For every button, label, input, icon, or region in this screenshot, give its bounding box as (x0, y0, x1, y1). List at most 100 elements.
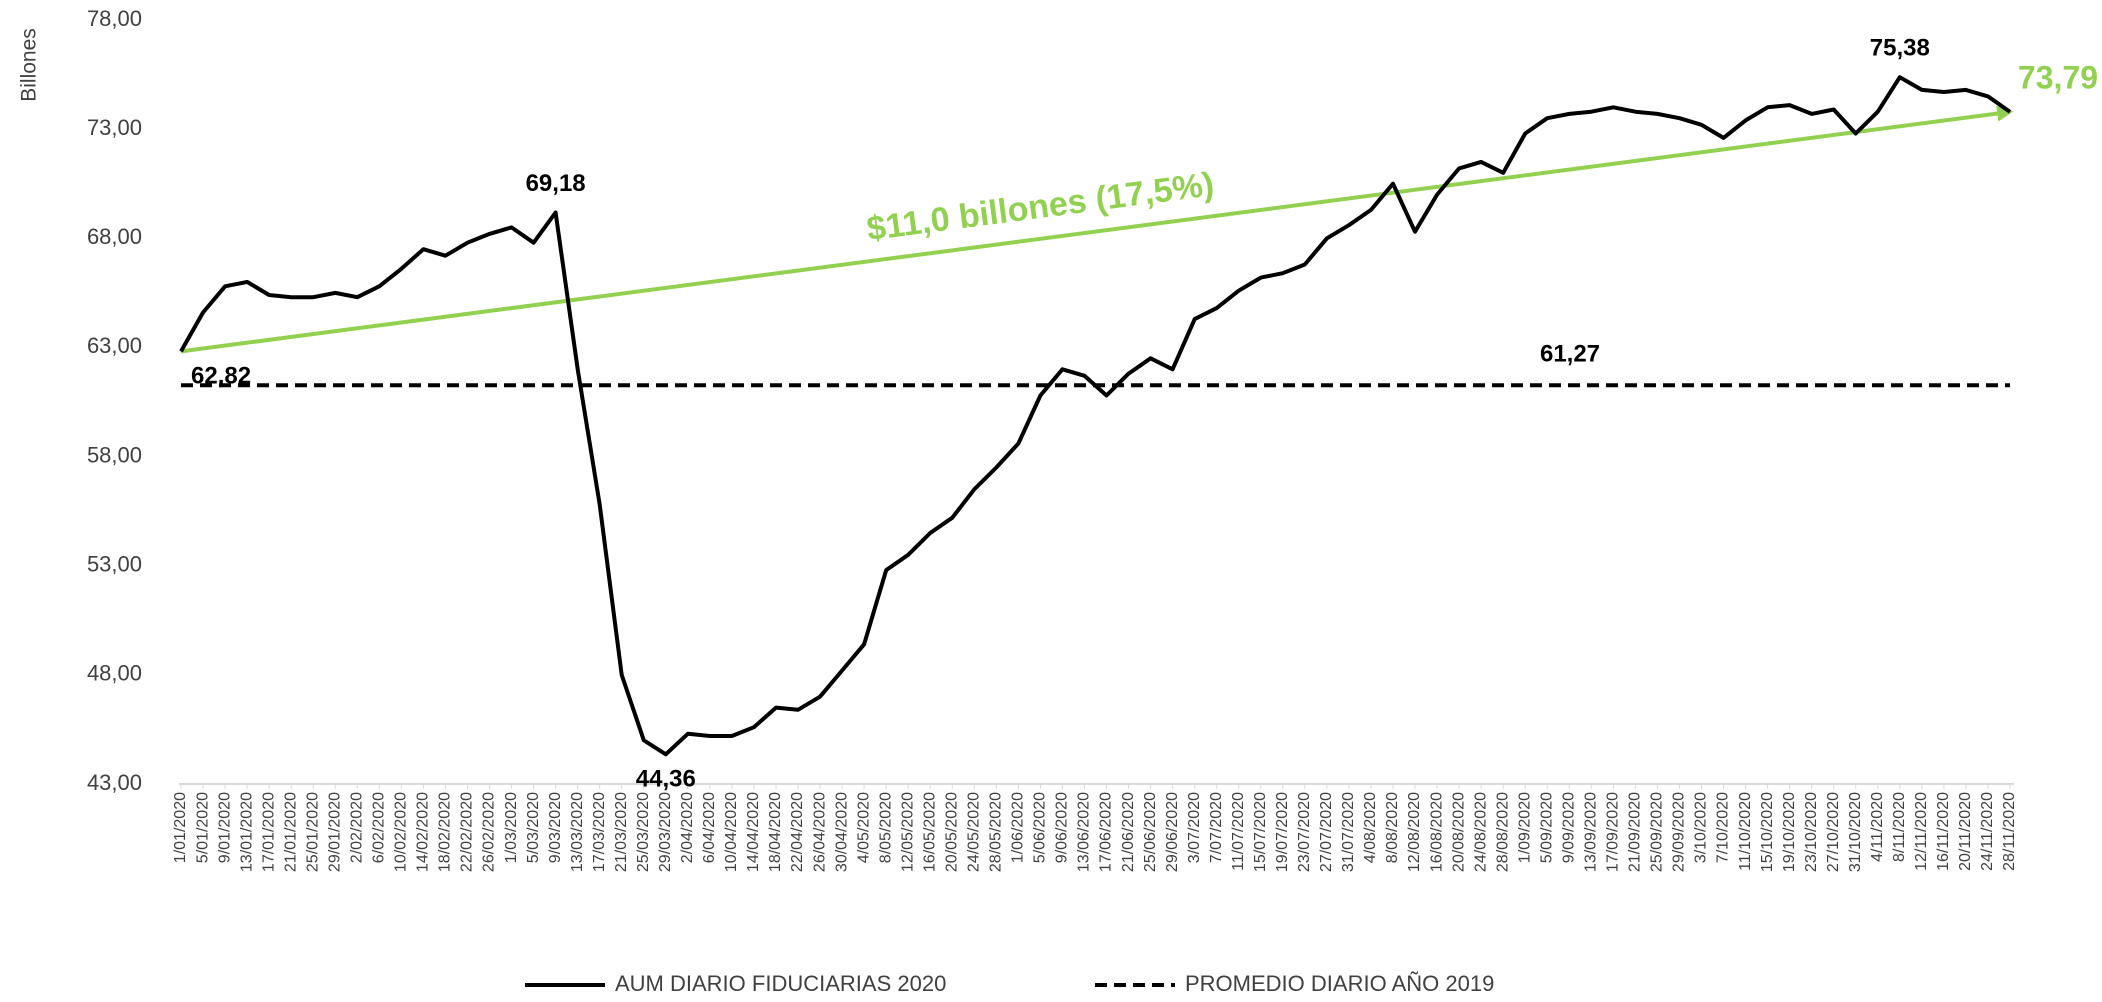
y-tick-label: 53,00 (87, 552, 142, 577)
x-tick-label: 6/04/2020 (701, 792, 718, 863)
y-tick-label: 48,00 (87, 661, 142, 686)
x-tick-label: 11/07/2020 (1230, 792, 1247, 871)
y-tick-label: 43,00 (87, 770, 142, 795)
series-line (179, 75, 2012, 757)
x-tick-label: 31/10/2020 (1847, 792, 1864, 872)
x-tick-label: 19/07/2020 (1274, 792, 1291, 872)
y-tick-label: 73,00 (87, 115, 142, 140)
x-tick-label: 27/10/2020 (1825, 792, 1842, 872)
x-tick-label: 13/06/2020 (1076, 792, 1093, 872)
x-tick-label: 15/07/2020 (1252, 792, 1269, 872)
x-tick-label: 12/08/2020 (1406, 792, 1423, 872)
legend-label: AUM DIARIO FIDUCIARIAS 2020 (615, 971, 946, 996)
trend-end-label: 73,79 (2018, 59, 2098, 95)
x-tick-label: 16/05/2020 (921, 792, 938, 872)
x-tick-label: 16/08/2020 (1428, 792, 1445, 872)
x-tick-label: 4/08/2020 (1362, 792, 1379, 863)
x-tick-label: 13/03/2020 (569, 792, 586, 872)
x-tick-label: 29/01/2020 (326, 792, 343, 872)
y-tick-label: 68,00 (87, 224, 142, 249)
x-tick-label: 14/04/2020 (745, 792, 762, 872)
x-tick-label: 2/02/2020 (349, 792, 366, 863)
x-tick-label: 28/11/2020 (2001, 792, 2018, 871)
x-tick-label: 17/01/2020 (260, 792, 277, 872)
x-tick-label: 20/11/2020 (1957, 792, 1974, 871)
x-tick-label: 19/10/2020 (1781, 792, 1798, 872)
x-tick-label: 28/05/2020 (988, 792, 1005, 872)
x-tick-label: 24/08/2020 (1472, 792, 1489, 872)
x-tick-label: 21/09/2020 (1627, 792, 1644, 872)
x-tick-label: 9/06/2020 (1054, 792, 1071, 863)
x-tick-label: 20/08/2020 (1450, 792, 1467, 872)
x-tick-label: 8/08/2020 (1384, 792, 1401, 863)
x-tick-label: 4/11/2020 (1869, 792, 1886, 862)
x-tick-label: 22/02/2020 (459, 792, 476, 872)
x-tick-label: 1/03/2020 (503, 792, 520, 863)
x-tick-label: 8/11/2020 (1891, 792, 1908, 862)
x-tick-label: 11/10/2020 (1737, 792, 1754, 871)
x-tick-label: 29/09/2020 (1671, 792, 1688, 872)
data-label: 75,38 (1870, 35, 1930, 62)
x-tick-label: 25/06/2020 (1142, 792, 1159, 872)
x-tick-label: 5/06/2020 (1032, 792, 1049, 863)
x-tick-label: 16/11/2020 (1935, 792, 1952, 871)
x-tick-label: 14/02/2020 (415, 792, 432, 872)
x-tick-label: 13/01/2020 (238, 792, 255, 872)
x-tick-label: 31/07/2020 (1340, 792, 1357, 872)
x-tick-label: 5/01/2020 (194, 792, 211, 863)
x-tick-label: 1/01/2020 (172, 792, 189, 863)
x-tick-label: 25/03/2020 (635, 792, 652, 872)
x-tick-label: 1/06/2020 (1010, 792, 1027, 863)
x-tick-label: 1/09/2020 (1516, 792, 1533, 863)
x-tick-label: 4/05/2020 (855, 792, 872, 863)
x-tick-label: 10/04/2020 (723, 792, 740, 872)
y-tick-label: 78,00 (87, 6, 142, 31)
x-tick-label: 8/05/2020 (877, 792, 894, 863)
x-tick-label: 13/09/2020 (1583, 792, 1600, 872)
x-tick-label: 12/05/2020 (899, 792, 916, 872)
trend-label: $11,0 billones (17,5%) (865, 165, 1217, 248)
x-tick-label: 24/11/2020 (1979, 792, 1996, 871)
x-tick-label: 21/01/2020 (282, 792, 299, 872)
y-tick-label: 58,00 (87, 442, 142, 467)
x-tick-label: 21/03/2020 (613, 792, 630, 872)
x-tick-label: 9/03/2020 (547, 792, 564, 863)
x-tick-label: 5/03/2020 (525, 792, 542, 863)
x-tick-label: 6/02/2020 (371, 792, 388, 863)
x-tick-label: 3/07/2020 (1186, 792, 1203, 863)
data-label: 44,36 (636, 766, 696, 793)
data-label: 69,18 (526, 170, 586, 197)
x-tick-label: 15/10/2020 (1759, 792, 1776, 872)
x-tick-label: 2/04/2020 (679, 792, 696, 863)
x-tick-label: 9/01/2020 (216, 792, 233, 863)
x-tick-label: 27/07/2020 (1318, 792, 1335, 872)
x-tick-label: 26/04/2020 (811, 792, 828, 872)
x-tick-label: 7/10/2020 (1715, 792, 1732, 863)
x-tick-label: 17/03/2020 (591, 792, 608, 872)
reference-label: 61,27 (1540, 341, 1600, 368)
x-tick-label: 7/07/2020 (1208, 792, 1225, 863)
x-tick-label: 25/01/2020 (304, 792, 321, 872)
x-tick-label: 3/10/2020 (1693, 792, 1710, 863)
x-tick-label: 23/10/2020 (1803, 792, 1820, 872)
x-tick-label: 20/05/2020 (943, 792, 960, 872)
x-tick-label: 18/02/2020 (437, 792, 454, 872)
x-tick-label: 9/09/2020 (1560, 792, 1577, 863)
data-label: 62,82 (191, 363, 251, 390)
x-tick-label: 17/09/2020 (1605, 792, 1622, 872)
x-tick-label: 17/06/2020 (1098, 792, 1115, 872)
y-tick-label: 63,00 (87, 333, 142, 358)
x-tick-label: 5/09/2020 (1538, 792, 1555, 863)
y-axis-title: Billones (18, 28, 41, 102)
x-tick-label: 28/08/2020 (1494, 792, 1511, 872)
x-tick-label: 22/04/2020 (789, 792, 806, 872)
x-tick-label: 25/09/2020 (1649, 792, 1666, 872)
legend-label: PROMEDIO DIARIO AÑO 2019 (1185, 971, 1494, 996)
x-tick-label: 30/04/2020 (833, 792, 850, 872)
x-tick-label: 12/11/2020 (1913, 792, 1930, 871)
trend-line (180, 105, 2014, 354)
x-tick-label: 24/05/2020 (966, 792, 983, 872)
x-tick-label: 21/06/2020 (1120, 792, 1137, 872)
x-tick-label: 10/02/2020 (393, 792, 410, 872)
